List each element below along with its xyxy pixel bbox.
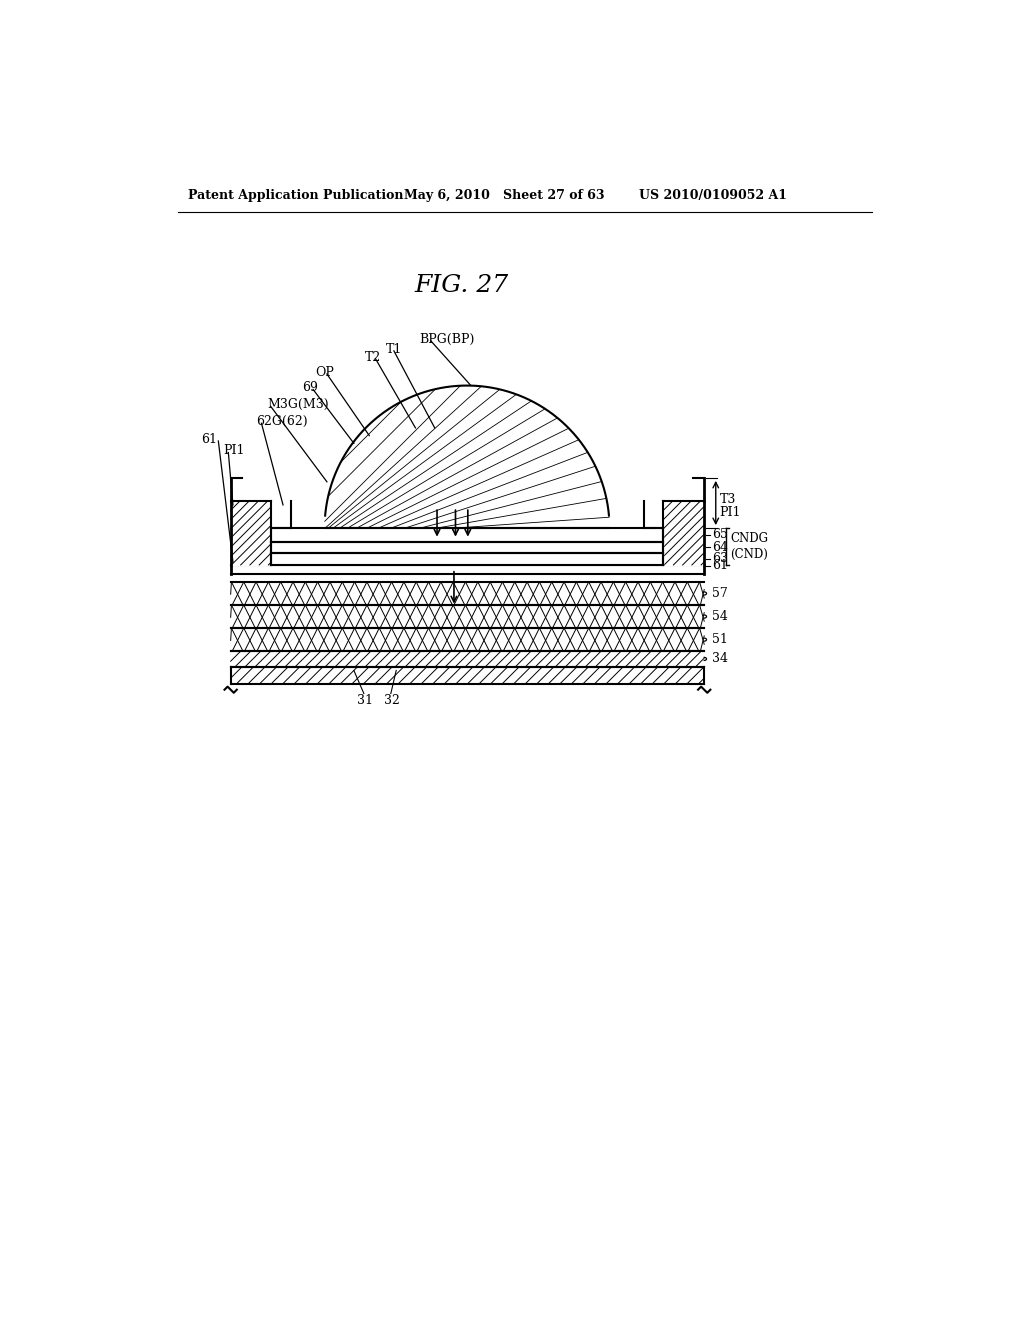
Text: 62G(62): 62G(62) (256, 416, 307, 428)
Text: 61: 61 (712, 560, 728, 573)
Polygon shape (326, 385, 609, 528)
Text: 34: 34 (712, 652, 728, 665)
Text: FIG. 27: FIG. 27 (415, 275, 509, 297)
Text: T1: T1 (386, 343, 402, 356)
Text: PI1: PI1 (223, 445, 245, 458)
Text: 69: 69 (302, 381, 317, 395)
Text: 61: 61 (201, 433, 217, 446)
Text: 64: 64 (712, 541, 728, 554)
Text: BPG(BP): BPG(BP) (419, 333, 475, 346)
Text: 32: 32 (384, 694, 400, 708)
Text: Patent Application Publication: Patent Application Publication (188, 189, 403, 202)
Text: 51: 51 (712, 634, 728, 647)
Text: T2: T2 (365, 351, 381, 363)
Text: US 2010/0109052 A1: US 2010/0109052 A1 (639, 189, 786, 202)
Text: 31: 31 (357, 694, 374, 708)
Text: CNDG
(CND): CNDG (CND) (730, 532, 768, 561)
Text: 63: 63 (712, 552, 728, 565)
Text: 57: 57 (712, 587, 728, 601)
Text: PI1: PI1 (720, 506, 741, 519)
Text: May 6, 2010   Sheet 27 of 63: May 6, 2010 Sheet 27 of 63 (403, 189, 604, 202)
Text: T3: T3 (720, 492, 736, 506)
Text: OP: OP (315, 366, 334, 379)
Text: 65: 65 (712, 528, 728, 541)
Text: M3G(M3): M3G(M3) (267, 399, 330, 412)
Text: 54: 54 (712, 610, 728, 623)
